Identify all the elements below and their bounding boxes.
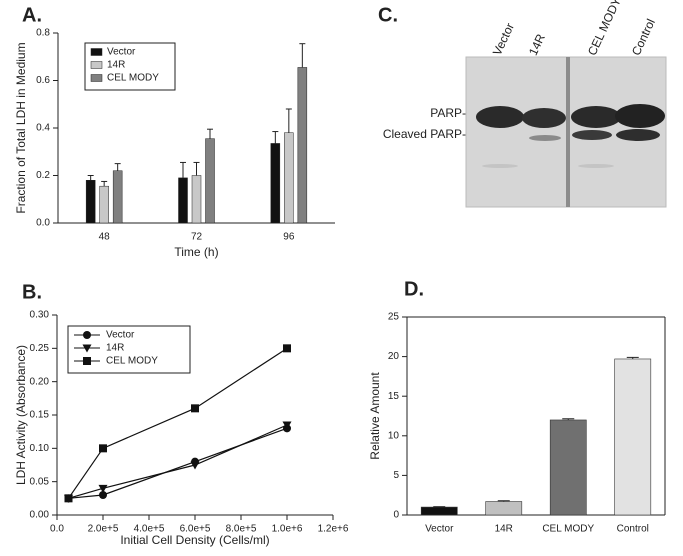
- bar: [297, 67, 308, 224]
- bar: [270, 143, 281, 224]
- x-tick-label: 1.0e+6: [272, 524, 303, 535]
- panel-label: D.: [404, 278, 424, 300]
- x-tick-label: 0.0: [50, 524, 64, 535]
- band-label: PARP-: [430, 106, 466, 120]
- lane-divider: [566, 57, 570, 207]
- band: [578, 164, 614, 168]
- y-tick-label: 0.6: [36, 75, 50, 86]
- band: [571, 106, 621, 128]
- legend-label: CEL MODY: [107, 73, 159, 84]
- x-tick-label: 2.0e+5: [88, 524, 119, 535]
- marker: [64, 494, 73, 503]
- y-tick-label: 10: [388, 430, 400, 441]
- panel-label: C.: [378, 4, 398, 26]
- y-axis-title: Relative Amount: [368, 372, 382, 460]
- x-tick-label: Control: [617, 524, 649, 535]
- y-tick-label: 0.8: [36, 28, 50, 39]
- bar: [99, 185, 109, 224]
- bar: [112, 170, 123, 224]
- bar: [420, 506, 458, 516]
- y-tick-label: 0.20: [30, 376, 50, 387]
- bar: [284, 132, 294, 224]
- y-axis-title: LDH Activity (Absorbance): [14, 345, 28, 485]
- y-tick-label: 25: [388, 312, 400, 323]
- legend-label: CEL MODY: [106, 356, 158, 367]
- y-tick-label: 0.2: [36, 170, 50, 181]
- x-axis-title: Initial Cell Density (Cells/ml): [120, 533, 269, 547]
- legend-swatch: [90, 74, 103, 82]
- series-line: [68, 424, 288, 499]
- lane-label: CEL MODY: [585, 0, 624, 58]
- blot: C. Vector 14R CEL MODY Control PARP- Cle…: [378, 0, 667, 208]
- bar: [205, 138, 215, 224]
- band: [572, 130, 612, 140]
- y-tick-label: 0.0: [36, 218, 50, 229]
- band: [529, 135, 561, 141]
- y-tick-label: 0.15: [30, 410, 50, 421]
- x-tick-label: 8.0e+5: [226, 524, 257, 535]
- lane-label: 14R: [526, 31, 548, 57]
- band-label: Cleaved PARP-: [383, 127, 466, 141]
- band: [482, 164, 518, 168]
- x-tick-label: 48: [99, 232, 111, 243]
- x-tick-label: 1.2e+6: [318, 524, 349, 535]
- bar: [614, 358, 652, 516]
- series-line: [68, 347, 288, 499]
- x-tick-label: 6.0e+5: [180, 524, 211, 535]
- x-tick-label: 14R: [495, 524, 513, 535]
- marker: [99, 444, 107, 453]
- marker: [191, 404, 199, 413]
- lane-label: Vector: [490, 21, 517, 58]
- y-tick-label: 0.25: [30, 343, 50, 354]
- bar: [191, 175, 202, 224]
- band: [476, 106, 524, 128]
- marker: [98, 484, 108, 493]
- y-tick-label: 0.10: [30, 443, 50, 454]
- x-tick-label: CEL MODY: [542, 524, 594, 535]
- marker: [83, 331, 91, 339]
- marker: [83, 357, 91, 365]
- marker: [190, 461, 200, 470]
- band: [615, 104, 665, 128]
- panel-label: A.: [22, 4, 42, 26]
- panel-label: B.: [22, 281, 42, 303]
- bar: [85, 180, 96, 224]
- legend-swatch: [90, 48, 103, 56]
- bar: [178, 177, 188, 224]
- x-tick-label: Vector: [425, 524, 454, 535]
- x-tick-label: 96: [283, 232, 295, 243]
- y-tick-label: 15: [388, 391, 400, 402]
- lane-label: Control: [629, 17, 658, 58]
- legend-label: Vector: [106, 330, 135, 341]
- band: [616, 129, 660, 141]
- y-tick-label: 5: [393, 470, 399, 481]
- y-tick-label: 0.30: [30, 310, 50, 321]
- legend-swatch: [90, 61, 103, 69]
- bar: [549, 419, 587, 516]
- legend-label: Vector: [107, 47, 136, 58]
- x-axis-title: Time (h): [174, 245, 218, 259]
- marker: [82, 344, 92, 353]
- bar: [485, 501, 523, 516]
- legend-label: 14R: [106, 343, 124, 354]
- y-axis-title: Fraction of Total LDH in Medium: [14, 42, 28, 213]
- y-tick-label: 0.4: [36, 123, 50, 134]
- y-tick-label: 0.00: [30, 510, 50, 521]
- x-tick-label: 72: [191, 232, 203, 243]
- y-tick-label: 0.05: [30, 476, 50, 487]
- y-tick-label: 0: [393, 510, 399, 521]
- marker: [283, 344, 291, 353]
- marker: [99, 491, 107, 499]
- y-tick-label: 20: [388, 351, 400, 362]
- marker: [282, 421, 292, 430]
- x-tick-label: 4.0e+5: [134, 524, 165, 535]
- legend-label: 14R: [107, 60, 125, 71]
- band: [522, 108, 566, 128]
